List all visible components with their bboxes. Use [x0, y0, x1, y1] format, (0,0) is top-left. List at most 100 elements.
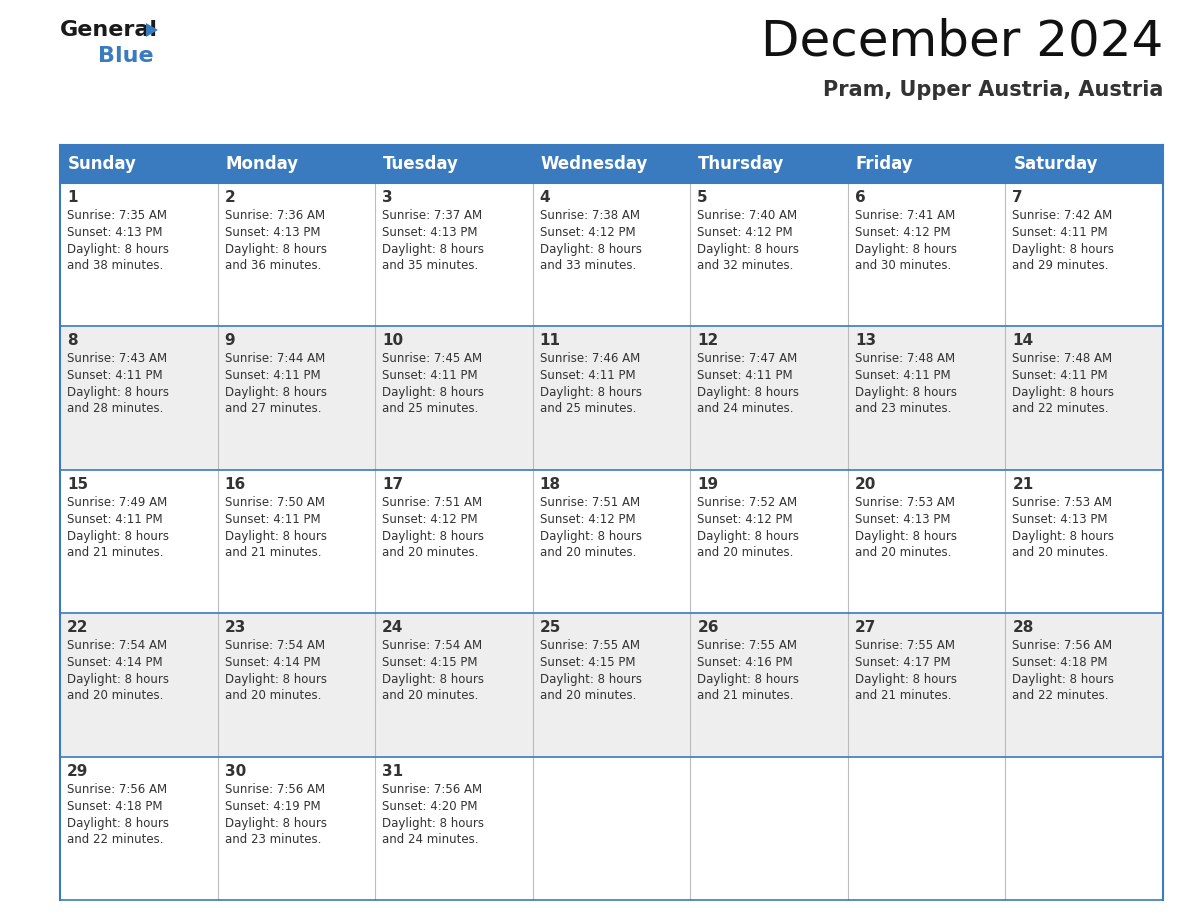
Text: Daylight: 8 hours: Daylight: 8 hours — [225, 817, 327, 830]
Text: and 25 minutes.: and 25 minutes. — [539, 402, 636, 416]
Text: Sunset: 4:13 PM: Sunset: 4:13 PM — [1012, 513, 1108, 526]
Text: Sunset: 4:11 PM: Sunset: 4:11 PM — [383, 369, 478, 383]
Text: Sunset: 4:11 PM: Sunset: 4:11 PM — [225, 513, 321, 526]
Text: and 21 minutes.: and 21 minutes. — [697, 689, 794, 702]
Text: Sunrise: 7:41 AM: Sunrise: 7:41 AM — [855, 209, 955, 222]
Text: Sunset: 4:11 PM: Sunset: 4:11 PM — [855, 369, 950, 383]
Bar — [61, 756, 1163, 900]
Text: Sunset: 4:12 PM: Sunset: 4:12 PM — [383, 513, 478, 526]
Text: and 20 minutes.: and 20 minutes. — [539, 689, 636, 702]
Text: 10: 10 — [383, 333, 403, 349]
Text: Sunrise: 7:51 AM: Sunrise: 7:51 AM — [539, 496, 640, 509]
Text: and 20 minutes.: and 20 minutes. — [539, 546, 636, 559]
Text: and 20 minutes.: and 20 minutes. — [225, 689, 321, 702]
Text: Daylight: 8 hours: Daylight: 8 hours — [1012, 243, 1114, 256]
Text: Daylight: 8 hours: Daylight: 8 hours — [697, 530, 800, 543]
Text: Sunday: Sunday — [68, 155, 137, 173]
Text: Blue: Blue — [97, 46, 153, 66]
Text: and 20 minutes.: and 20 minutes. — [855, 546, 952, 559]
Text: Sunrise: 7:52 AM: Sunrise: 7:52 AM — [697, 496, 797, 509]
Text: 18: 18 — [539, 476, 561, 492]
Text: Sunrise: 7:55 AM: Sunrise: 7:55 AM — [855, 639, 955, 652]
Text: Daylight: 8 hours: Daylight: 8 hours — [67, 243, 169, 256]
Text: Sunrise: 7:54 AM: Sunrise: 7:54 AM — [225, 639, 324, 652]
Text: 13: 13 — [855, 333, 876, 349]
Text: Sunrise: 7:56 AM: Sunrise: 7:56 AM — [383, 783, 482, 796]
Text: 21: 21 — [1012, 476, 1034, 492]
Text: Sunset: 4:18 PM: Sunset: 4:18 PM — [67, 800, 163, 812]
Text: 8: 8 — [67, 333, 77, 349]
Text: and 22 minutes.: and 22 minutes. — [67, 833, 164, 845]
Text: Sunrise: 7:37 AM: Sunrise: 7:37 AM — [383, 209, 482, 222]
Text: Sunrise: 7:44 AM: Sunrise: 7:44 AM — [225, 353, 324, 365]
Text: Sunset: 4:11 PM: Sunset: 4:11 PM — [697, 369, 792, 383]
Text: 15: 15 — [67, 476, 88, 492]
Text: 17: 17 — [383, 476, 403, 492]
Text: 3: 3 — [383, 190, 393, 205]
Text: 31: 31 — [383, 764, 403, 778]
Text: Daylight: 8 hours: Daylight: 8 hours — [539, 243, 642, 256]
Text: Sunset: 4:15 PM: Sunset: 4:15 PM — [539, 656, 636, 669]
Text: 23: 23 — [225, 621, 246, 635]
Text: Sunset: 4:11 PM: Sunset: 4:11 PM — [67, 513, 163, 526]
Text: Daylight: 8 hours: Daylight: 8 hours — [855, 243, 956, 256]
Text: 16: 16 — [225, 476, 246, 492]
Text: Sunset: 4:14 PM: Sunset: 4:14 PM — [225, 656, 321, 669]
Text: and 20 minutes.: and 20 minutes. — [383, 689, 479, 702]
Text: Sunset: 4:12 PM: Sunset: 4:12 PM — [539, 513, 636, 526]
Text: Sunrise: 7:46 AM: Sunrise: 7:46 AM — [539, 353, 640, 365]
Text: Sunrise: 7:45 AM: Sunrise: 7:45 AM — [383, 353, 482, 365]
Text: and 20 minutes.: and 20 minutes. — [697, 546, 794, 559]
Text: Sunset: 4:12 PM: Sunset: 4:12 PM — [697, 513, 792, 526]
Text: 7: 7 — [1012, 190, 1023, 205]
Text: and 23 minutes.: and 23 minutes. — [855, 402, 952, 416]
Text: and 29 minutes.: and 29 minutes. — [1012, 259, 1108, 272]
Text: Daylight: 8 hours: Daylight: 8 hours — [855, 386, 956, 399]
Text: Sunset: 4:12 PM: Sunset: 4:12 PM — [855, 226, 950, 239]
Text: 24: 24 — [383, 621, 404, 635]
Text: Sunset: 4:17 PM: Sunset: 4:17 PM — [855, 656, 950, 669]
Text: Daylight: 8 hours: Daylight: 8 hours — [67, 673, 169, 686]
Text: and 24 minutes.: and 24 minutes. — [697, 402, 794, 416]
Text: Sunrise: 7:56 AM: Sunrise: 7:56 AM — [1012, 639, 1112, 652]
Text: Sunset: 4:13 PM: Sunset: 4:13 PM — [855, 513, 950, 526]
Text: and 36 minutes.: and 36 minutes. — [225, 259, 321, 272]
Text: 20: 20 — [855, 476, 877, 492]
Text: December 2024: December 2024 — [760, 18, 1163, 66]
Text: 1: 1 — [67, 190, 77, 205]
Text: and 22 minutes.: and 22 minutes. — [1012, 689, 1108, 702]
Text: 14: 14 — [1012, 333, 1034, 349]
Text: Sunset: 4:11 PM: Sunset: 4:11 PM — [1012, 226, 1108, 239]
Text: Sunrise: 7:48 AM: Sunrise: 7:48 AM — [1012, 353, 1112, 365]
Text: 12: 12 — [697, 333, 719, 349]
Text: 30: 30 — [225, 764, 246, 778]
Text: Sunset: 4:11 PM: Sunset: 4:11 PM — [225, 369, 321, 383]
Text: Sunrise: 7:55 AM: Sunrise: 7:55 AM — [539, 639, 639, 652]
Text: 22: 22 — [67, 621, 88, 635]
Text: Sunrise: 7:51 AM: Sunrise: 7:51 AM — [383, 496, 482, 509]
Text: Sunrise: 7:38 AM: Sunrise: 7:38 AM — [539, 209, 639, 222]
Text: 5: 5 — [697, 190, 708, 205]
Text: and 23 minutes.: and 23 minutes. — [225, 833, 321, 845]
Text: and 30 minutes.: and 30 minutes. — [855, 259, 952, 272]
Text: Daylight: 8 hours: Daylight: 8 hours — [539, 530, 642, 543]
Text: Daylight: 8 hours: Daylight: 8 hours — [383, 386, 485, 399]
Bar — [61, 470, 1163, 613]
Text: 29: 29 — [67, 764, 88, 778]
Text: Daylight: 8 hours: Daylight: 8 hours — [383, 673, 485, 686]
Text: Sunset: 4:12 PM: Sunset: 4:12 PM — [697, 226, 792, 239]
Text: Saturday: Saturday — [1013, 155, 1098, 173]
Text: Sunset: 4:16 PM: Sunset: 4:16 PM — [697, 656, 792, 669]
Text: and 27 minutes.: and 27 minutes. — [225, 402, 321, 416]
Text: Daylight: 8 hours: Daylight: 8 hours — [67, 530, 169, 543]
Text: Daylight: 8 hours: Daylight: 8 hours — [67, 817, 169, 830]
Text: Sunrise: 7:50 AM: Sunrise: 7:50 AM — [225, 496, 324, 509]
Text: Sunset: 4:13 PM: Sunset: 4:13 PM — [225, 226, 320, 239]
Text: Daylight: 8 hours: Daylight: 8 hours — [225, 530, 327, 543]
Text: Sunrise: 7:56 AM: Sunrise: 7:56 AM — [225, 783, 324, 796]
Text: and 20 minutes.: and 20 minutes. — [383, 546, 479, 559]
Text: Sunset: 4:14 PM: Sunset: 4:14 PM — [67, 656, 163, 669]
Text: 11: 11 — [539, 333, 561, 349]
Text: Pram, Upper Austria, Austria: Pram, Upper Austria, Austria — [822, 80, 1163, 100]
Text: Sunrise: 7:54 AM: Sunrise: 7:54 AM — [67, 639, 168, 652]
